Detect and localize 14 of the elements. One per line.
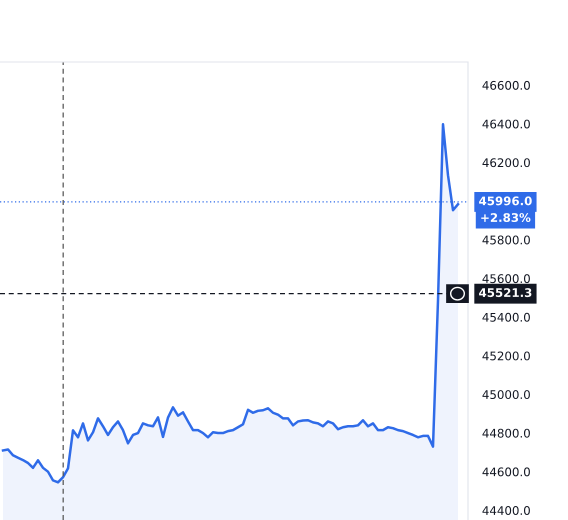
y-tick-label: 45000.0 [482,390,530,400]
text: +2.83% [481,213,530,222]
y-tick-label: 45400.0 [482,312,530,322]
y-tick-label: 45600.0 [482,274,530,284]
ref-line-label: 45996.0 [479,196,532,206]
y-tick-label: 46200.0 [482,158,530,168]
y-tick-label: 44600.0 [482,467,530,476]
y-tick-label: 44800.0 [482,428,530,438]
y-tick-label: 46600.0 [482,80,530,90]
y-tick-label: 45800.0 [482,236,530,244]
ref-line-label: 45521.3 [479,288,532,298]
y-tick-label: 45200.0 [482,351,530,360]
y-tick-label: 44400.0 [482,506,530,515]
y-tick-label: 46400.0 [482,120,530,128]
